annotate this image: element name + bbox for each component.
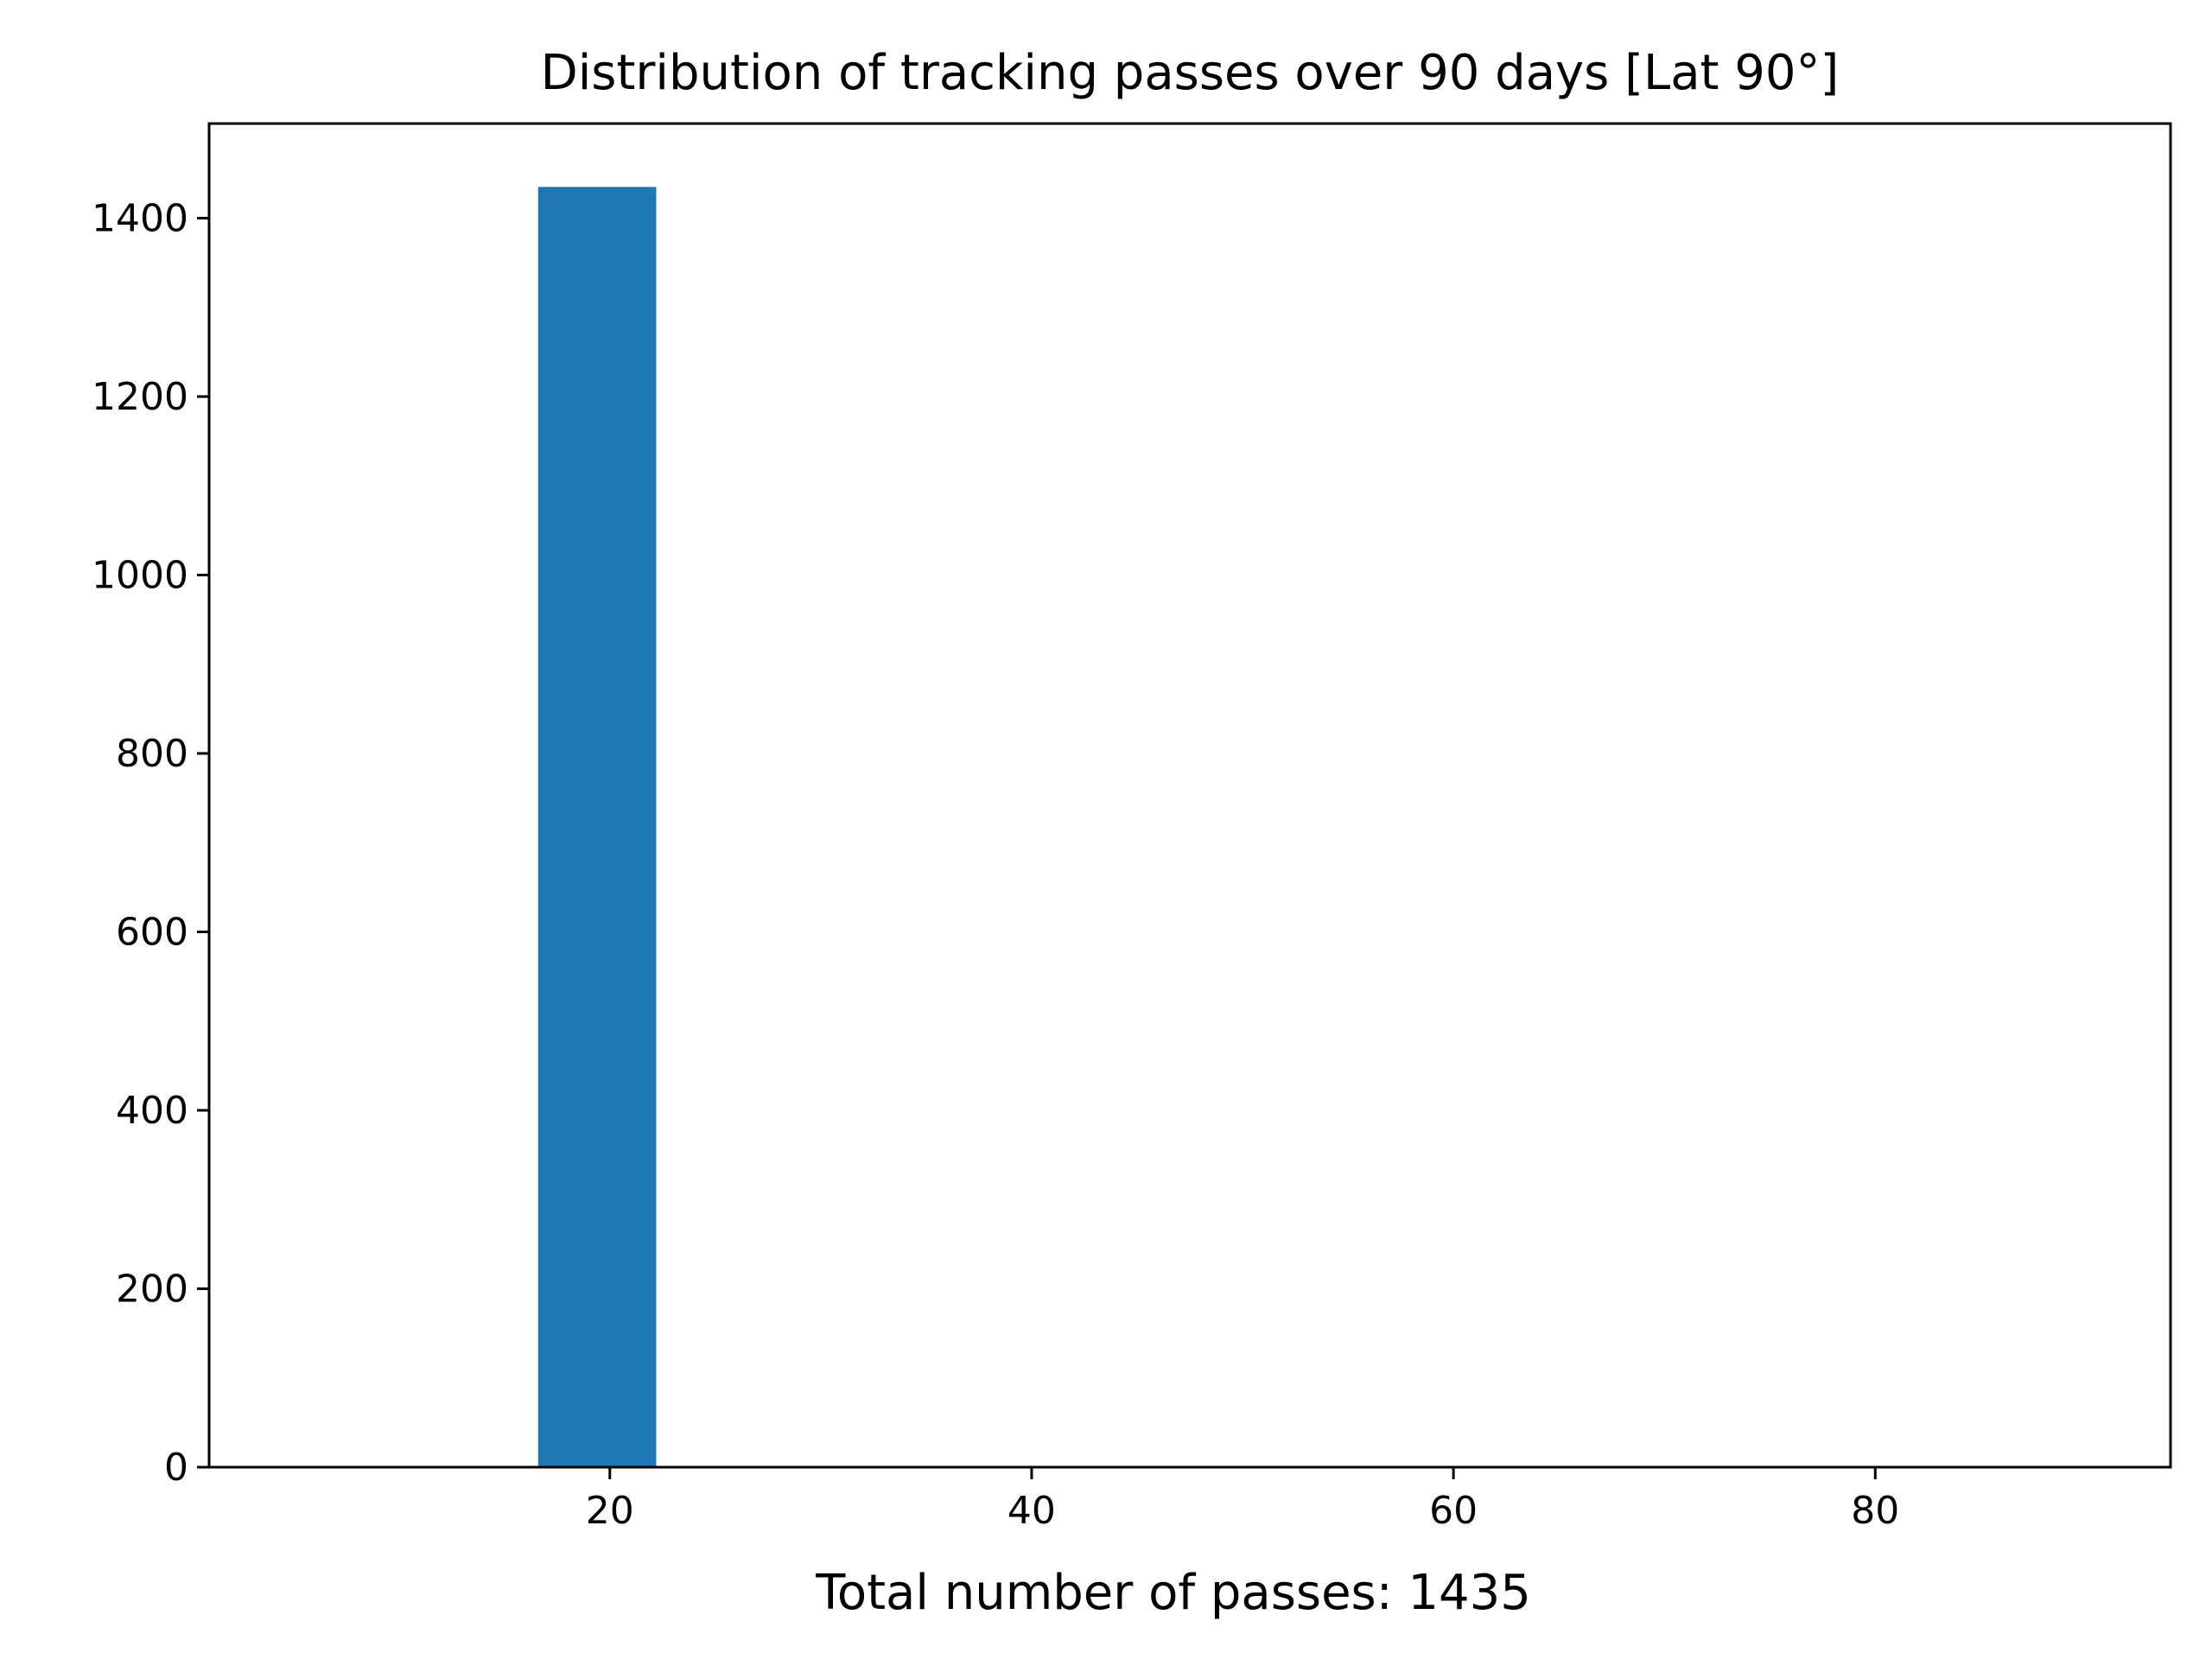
histogram-bar-0 — [537, 187, 657, 1468]
y-tick-label-1: 200 — [116, 1267, 188, 1311]
chart-title: Distribution of tracking passes over 90 … — [541, 45, 1840, 101]
x-tick-label-0: 20 — [586, 1489, 634, 1533]
x-tick-label-3: 80 — [1851, 1489, 1899, 1533]
plot-frame — [207, 122, 2172, 1469]
y-tick-label-6: 1200 — [92, 375, 188, 419]
y-tick-label-2: 400 — [116, 1089, 188, 1133]
y-tick-label-5: 1000 — [92, 553, 188, 597]
x-axis-label: Total number of passes: 1435 — [815, 1565, 1531, 1621]
bars-layer — [537, 187, 657, 1468]
y-tick-label-4: 800 — [116, 732, 188, 776]
y-tick-label-3: 600 — [116, 910, 188, 954]
y-tick-label-7: 1400 — [92, 196, 188, 240]
y-axis: 0 200 400 600 800 1000 1200 1400 — [92, 196, 209, 1490]
x-tick-label-1: 40 — [1007, 1489, 1056, 1533]
x-tick-label-2: 60 — [1429, 1489, 1478, 1533]
x-axis: 20 40 60 80 — [586, 1467, 1899, 1533]
y-tick-label-0: 0 — [164, 1446, 188, 1490]
